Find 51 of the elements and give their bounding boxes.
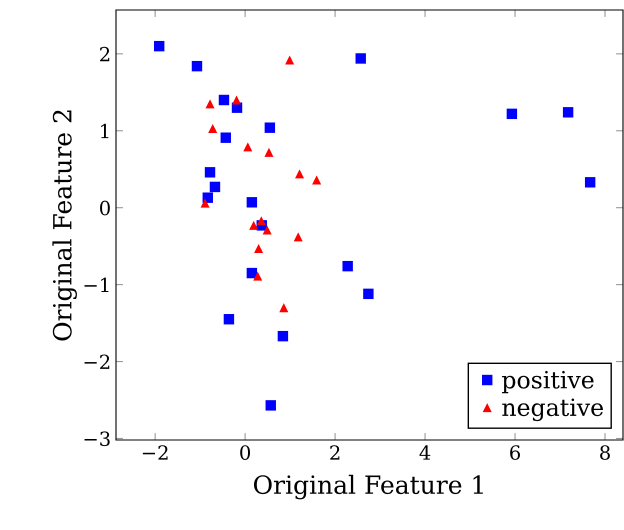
point <box>246 197 258 208</box>
point <box>506 108 518 120</box>
point <box>243 142 252 152</box>
point <box>279 303 288 312</box>
legend-label: positive <box>502 370 594 394</box>
x-tick-label: 6 <box>510 445 520 460</box>
point <box>204 167 216 178</box>
point <box>253 272 262 281</box>
point <box>266 400 276 411</box>
point <box>220 132 231 143</box>
point <box>584 177 596 188</box>
y-tick-label: −1 <box>84 278 108 292</box>
y-tick-label: −3 <box>84 431 110 446</box>
point <box>154 40 164 52</box>
point <box>278 330 288 342</box>
point <box>202 192 213 203</box>
x-tick-label: 4 <box>419 445 430 460</box>
y-tick-label: 2 <box>100 46 110 62</box>
point <box>342 260 353 272</box>
x-tick-label: −2 <box>142 445 168 460</box>
point <box>262 225 272 235</box>
point <box>254 244 264 253</box>
point <box>295 169 304 178</box>
point <box>256 216 266 226</box>
point <box>192 60 202 72</box>
x-axis-title: Original Feature 1 <box>254 474 483 500</box>
point <box>208 124 218 133</box>
point <box>356 53 366 64</box>
y-axis-title: Original Feature 2 <box>52 110 77 341</box>
y-tick-label: 0 <box>100 200 110 216</box>
point <box>363 288 374 300</box>
point <box>210 182 220 192</box>
point <box>218 94 230 106</box>
point <box>200 198 210 208</box>
point <box>249 220 258 230</box>
x-tick-label: 8 <box>600 445 610 460</box>
point <box>294 232 303 242</box>
point <box>232 95 242 105</box>
point <box>562 107 574 118</box>
point <box>285 55 294 65</box>
point <box>264 148 274 157</box>
point <box>206 99 215 108</box>
x-tick-label: 2 <box>330 445 340 460</box>
y-tick-label: 1 <box>101 124 108 138</box>
legend-label: negative <box>502 398 603 422</box>
y-tick-label: −2 <box>84 354 110 369</box>
x-tick-label: 0 <box>240 445 250 460</box>
point <box>224 314 234 324</box>
point <box>246 268 258 278</box>
point <box>312 175 322 185</box>
point <box>264 122 276 133</box>
